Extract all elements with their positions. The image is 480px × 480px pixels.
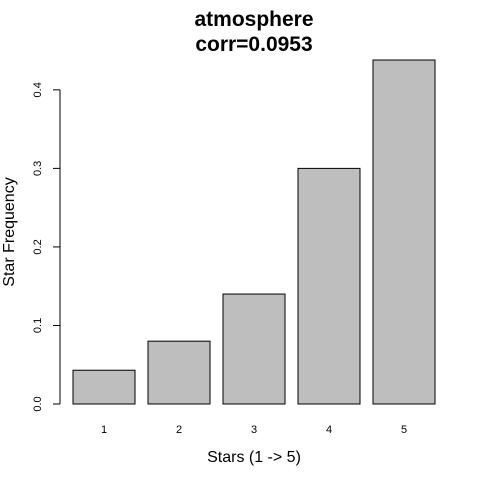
x-tick-label-5: 5 [401, 424, 407, 436]
x-tick-label-4: 4 [326, 424, 332, 436]
bar-3 [222, 293, 286, 405]
chart-title: atmosphere [194, 8, 313, 31]
bar-2 [147, 340, 211, 405]
chart-subtitle: corr=0.0953 [195, 33, 312, 56]
bar-4 [297, 167, 361, 405]
y-tick-label: 0.3 [32, 161, 44, 176]
y-tick-label: 0.1 [32, 318, 44, 333]
y-axis-label: Star Frequency [1, 177, 18, 286]
bar-5 [372, 59, 436, 405]
y-tick-label: 0.2 [32, 239, 44, 254]
x-tick-label-1: 1 [101, 424, 107, 436]
y-tick-label: 0.0 [32, 396, 44, 411]
bar-1 [72, 369, 136, 405]
x-axis-label: Stars (1 -> 5) [207, 449, 301, 466]
x-tick-label-3: 3 [251, 424, 257, 436]
y-tick-label: 0.4 [32, 82, 44, 97]
bars-group [72, 59, 436, 405]
y-axis: 0.0 0.1 0.2 0.3 0.4 [32, 82, 61, 412]
x-tick-label-2: 2 [176, 424, 182, 436]
x-tick-labels: 1 2 3 4 5 [101, 424, 407, 436]
